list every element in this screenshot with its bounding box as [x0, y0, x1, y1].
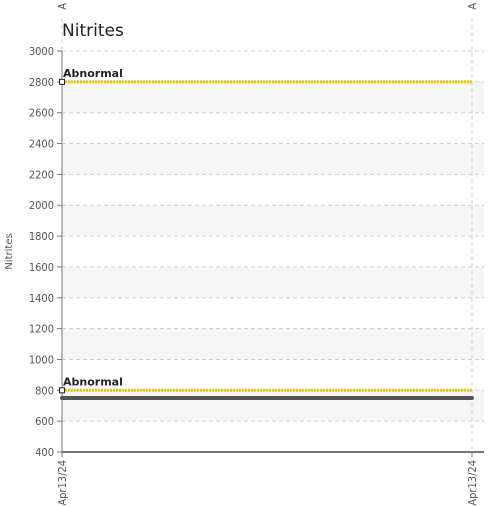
background-bands — [62, 81, 484, 422]
y-tick-label: 2000 — [29, 199, 54, 212]
top-cropped-label: A — [466, 3, 479, 10]
y-tick-label: 2200 — [29, 168, 54, 181]
labels-layer: 400 600 800 1000 1200 1400 1600 1800 2000 2200 240… — [4, 3, 479, 506]
y-tick-label: 2600 — [29, 107, 54, 120]
y-tick-label: 800 — [35, 384, 54, 397]
y-tick-label: 1000 — [29, 353, 54, 366]
y-tick-label: 1600 — [29, 261, 54, 274]
y-tick-label: 600 — [35, 415, 54, 428]
data-point — [60, 396, 64, 401]
y-tick-label: 2400 — [29, 138, 54, 151]
grid-band — [62, 390, 484, 422]
data-point — [470, 396, 474, 401]
x-tick-label: Apr13/24 — [56, 460, 69, 506]
y-axis-label: Nitrites — [4, 233, 15, 269]
threshold-label: Abnormal — [63, 67, 123, 80]
grid-band — [62, 205, 484, 237]
grid-band — [62, 328, 484, 360]
threshold-marker — [59, 387, 65, 394]
x-tick-label: Apr13/24 — [466, 460, 479, 506]
axes — [57, 50, 484, 457]
threshold-label: Abnormal — [63, 375, 123, 388]
grid-band — [62, 81, 484, 113]
y-tick-label: 3000 — [29, 45, 54, 58]
top-cropped-label: A — [56, 3, 69, 10]
threshold-layer — [59, 78, 472, 394]
grid-band — [62, 266, 484, 298]
y-tick-label: 400 — [35, 446, 54, 459]
y-tick-label: 1400 — [29, 292, 54, 305]
threshold-marker — [59, 78, 65, 85]
y-tick-label: 1200 — [29, 323, 54, 336]
chart-title: Nitrites — [62, 21, 124, 41]
grid-band — [62, 143, 484, 175]
y-tick-label: 2800 — [29, 76, 54, 89]
y-tick-label: 1800 — [29, 230, 54, 243]
series-layer — [60, 396, 474, 401]
